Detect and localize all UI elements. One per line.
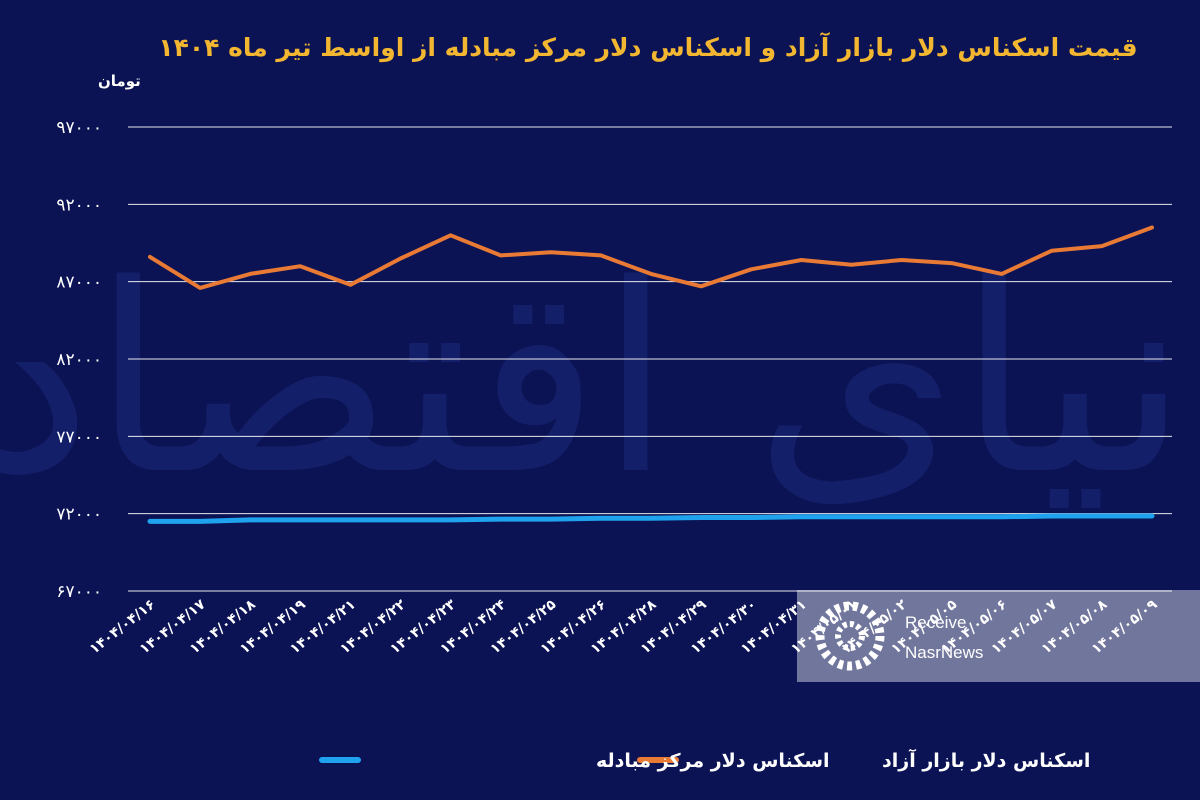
data-point (799, 258, 803, 262)
y-axis: ۹۷۰۰۰ ۹۲۰۰۰ ۸۷۰۰۰ ۸۲۰۰۰ ۷۷۰۰۰ ۷۲۰۰۰ ۶۷۰۰۰ (56, 118, 102, 602)
y-tick-label: ۹۷۰۰۰ (56, 118, 102, 138)
data-point (198, 286, 202, 290)
data-point (198, 519, 202, 523)
data-point (1050, 249, 1054, 253)
data-point (348, 283, 352, 287)
data-point (499, 253, 503, 257)
series-layer (147, 225, 1155, 524)
data-point (900, 258, 903, 262)
data-point (1000, 272, 1004, 276)
data-point (749, 267, 753, 271)
y-tick-label: ۷۲۰۰۰ (56, 505, 102, 525)
data-point (549, 250, 553, 254)
data-point (1150, 514, 1154, 518)
y-tick-label: ۷۷۰۰۰ (56, 427, 102, 447)
data-point (699, 516, 703, 520)
data-point (148, 255, 152, 259)
data-point (298, 518, 302, 522)
data-point (599, 253, 603, 257)
legend-label-exchange-center: اسکناس دلار مرکز مبادله (596, 750, 830, 772)
data-point (399, 256, 402, 260)
data-point (599, 516, 603, 520)
data-point (1050, 514, 1054, 518)
data-point (1100, 244, 1104, 248)
badge-logo-icon (815, 601, 885, 671)
data-point (148, 519, 152, 523)
data-point (449, 518, 453, 522)
data-point (248, 518, 252, 522)
data-point (950, 515, 954, 519)
data-point (549, 517, 553, 521)
legend-label-free-market: اسکناس دلار بازار آزاد (882, 748, 1090, 772)
source-badge: Receive NasrNews (797, 590, 1200, 682)
grid-layer (128, 126, 1172, 592)
data-point (499, 517, 503, 521)
data-point (799, 515, 803, 519)
data-point (950, 261, 954, 265)
data-point (649, 272, 653, 276)
data-point (1150, 226, 1154, 230)
chart-title: قیمت اسکناس دلار بازار آزاد و اسکناس دلا… (158, 32, 1137, 63)
data-point (849, 263, 853, 267)
data-point (649, 516, 653, 520)
y-tick-label: ۹۲۰۰۰ (56, 195, 102, 215)
data-point (449, 233, 453, 237)
data-point (1000, 515, 1004, 519)
data-point (749, 516, 753, 520)
y-axis-unit: تومان (98, 72, 141, 90)
data-point (298, 264, 302, 268)
data-point (399, 518, 402, 522)
data-point (699, 284, 703, 288)
legend: اسکناس دلار بازار آزاد اسکناس دلار مرکز … (319, 748, 1090, 772)
data-point (849, 515, 853, 519)
badge-line-1: Receive (905, 613, 966, 632)
data-point (348, 518, 352, 522)
watermark: دنیای اقتصاد (0, 230, 1200, 532)
data-point (248, 272, 252, 276)
y-tick-label: ۸۷۰۰۰ (56, 273, 102, 293)
y-tick-label: ۸۲۰۰۰ (56, 350, 102, 370)
badge-line-2: NasrNews (905, 643, 983, 662)
y-tick-label: ۶۷۰۰۰ (56, 582, 102, 602)
data-point (900, 515, 903, 519)
data-point (1100, 514, 1104, 518)
